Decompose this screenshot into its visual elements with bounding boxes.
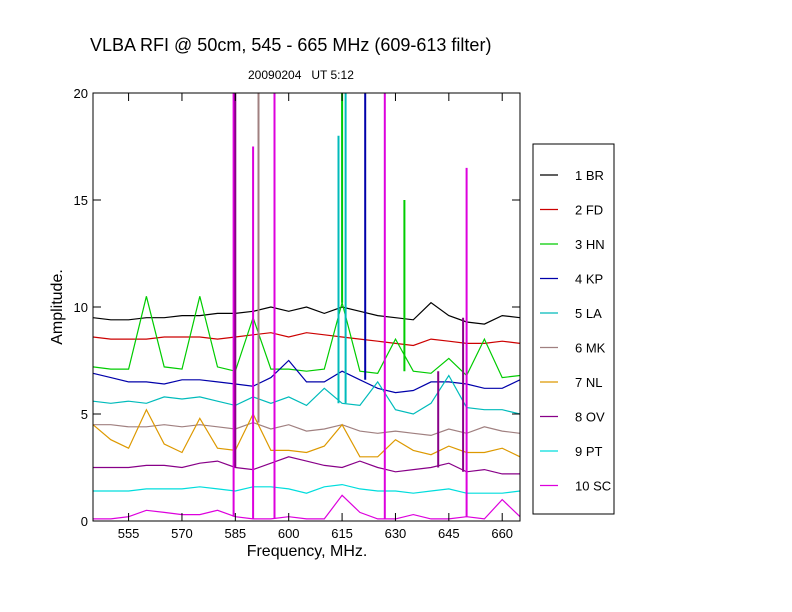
chart-title: VLBA RFI @ 50cm, 545 - 665 MHz (609-613 … bbox=[90, 35, 492, 55]
legend: 1 BR 2 FD 3 HN 4 KP 5 LA 6 MK 7 NL 8 OV 9 PT 10 S… bbox=[540, 168, 611, 494]
series-line-9 bbox=[93, 483, 521, 494]
series-line-7 bbox=[92, 408, 521, 458]
y-axis-label: Amplitude. bbox=[49, 269, 66, 345]
x-tick-label: 570 bbox=[171, 526, 193, 541]
x-tick-label: 630 bbox=[385, 526, 407, 541]
series-line-6 bbox=[93, 421, 521, 437]
y-tick-label: 5 bbox=[81, 407, 88, 422]
axis-layer: 555 570 585 600 615 630 645 660 0 5 10 15 20 bbox=[74, 86, 520, 541]
y-tick-label: 20 bbox=[74, 86, 88, 101]
x-tick-label: 600 bbox=[278, 526, 300, 541]
legend-label-8: 8 OV bbox=[575, 410, 605, 425]
y-tick-label: 0 bbox=[81, 514, 88, 529]
x-tick-label: 585 bbox=[224, 526, 246, 541]
x-axis-label: Frequency, MHz. bbox=[247, 543, 368, 560]
legend-box bbox=[532, 143, 615, 515]
series-line-8 bbox=[93, 456, 520, 475]
x-tick-label: 555 bbox=[118, 526, 140, 541]
x-tick-label: 645 bbox=[438, 526, 460, 541]
y-tick-label: 10 bbox=[74, 300, 88, 315]
series-line-2 bbox=[92, 332, 521, 347]
legend-label-3: 3 HN bbox=[575, 237, 605, 252]
series-line-1 bbox=[92, 301, 521, 325]
series-line-4 bbox=[92, 359, 521, 394]
x-tick-label: 660 bbox=[491, 526, 513, 541]
legend-label-5: 5 LA bbox=[575, 306, 602, 321]
series-line-5 bbox=[92, 374, 521, 415]
series-layer bbox=[92, 93, 521, 520]
legend-label-1: 1 BR bbox=[575, 168, 604, 183]
series-line-10 bbox=[93, 494, 521, 520]
legend-label-10: 10 SC bbox=[575, 479, 611, 494]
legend-label-2: 2 FD bbox=[575, 203, 603, 218]
x-tick-label: 615 bbox=[331, 526, 353, 541]
legend-label-4: 4 KP bbox=[575, 272, 603, 287]
chart-subtitle: 20090204 UT 5:12 bbox=[248, 68, 354, 82]
legend-label-7: 7 NL bbox=[575, 375, 602, 390]
legend-label-6: 6 MK bbox=[575, 341, 606, 356]
legend-label-9: 9 PT bbox=[575, 444, 603, 459]
series-line-3 bbox=[92, 296, 521, 379]
y-tick-label: 15 bbox=[74, 193, 88, 208]
